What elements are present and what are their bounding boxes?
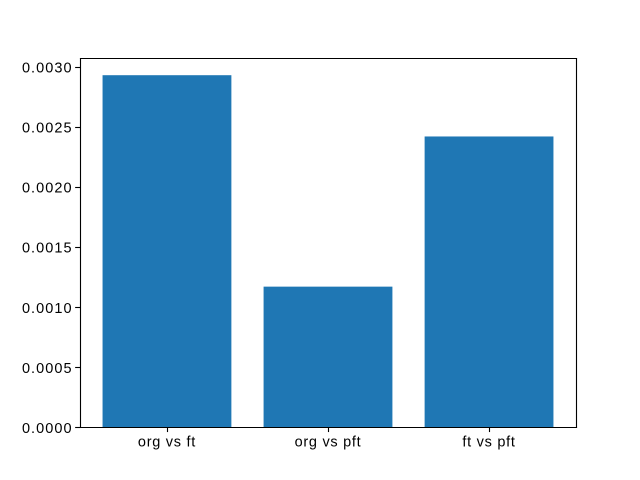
svg-text:0.0000: 0.0000 [22,421,73,437]
svg-text:0.0025: 0.0025 [22,121,73,137]
svg-text:org vs ft: org vs ft [138,435,196,451]
svg-text:ft vs pft: ft vs pft [462,435,515,451]
svg-text:0.0015: 0.0015 [22,241,73,257]
svg-text:0.0005: 0.0005 [22,361,73,377]
svg-text:0.0030: 0.0030 [22,61,73,77]
svg-text:0.0020: 0.0020 [22,181,73,197]
svg-text:0.0010: 0.0010 [22,301,73,317]
svg-text:org vs pft: org vs pft [295,435,362,451]
